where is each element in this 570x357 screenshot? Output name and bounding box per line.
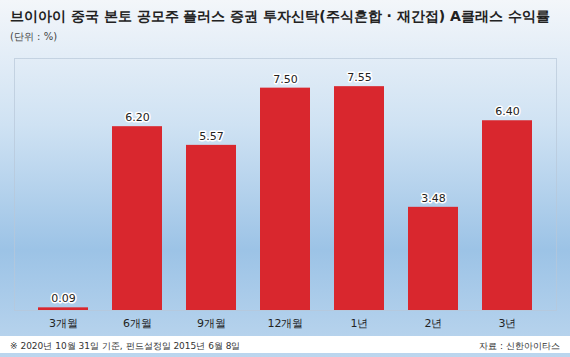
svg-text:3년: 3년 bbox=[499, 317, 517, 330]
svg-text:7.55: 7.55 bbox=[347, 71, 372, 84]
html-text:브이아이 중국 본토 공모주 플러스 증권 투자신탁(주식혼: 브이아이 중국 본토 공모주 플러스 증권 투자신탁(주식혼합 · 재간접) A… bbox=[10, 8, 550, 24]
svg-text:5.57: 5.57 bbox=[199, 130, 224, 143]
html-text:※ 2020년 10월 31일 기준, 펀드설정일 2015: ※ 2020년 10월 31일 기준, 펀드설정일 2015년 6월 8일 bbox=[10, 341, 241, 351]
svg-text:6.20: 6.20 bbox=[125, 111, 150, 124]
html-text:자료 : 신한아이타스: 자료 : 신한아이타스 bbox=[479, 341, 560, 351]
svg-text:6.40: 6.40 bbox=[495, 105, 520, 118]
svg-text:1년: 1년 bbox=[351, 317, 369, 330]
svg-text:3개월: 3개월 bbox=[49, 317, 78, 330]
svg-text:12개월: 12개월 bbox=[268, 317, 304, 330]
svg-text:6개월: 6개월 bbox=[123, 317, 152, 330]
svg-text:9개월: 9개월 bbox=[197, 317, 226, 330]
svg-text:0.09: 0.09 bbox=[51, 292, 76, 305]
svg-text:2년: 2년 bbox=[425, 317, 443, 330]
html-text:(단위 : %): (단위 : %) bbox=[10, 31, 57, 42]
svg-text:3.48: 3.48 bbox=[421, 192, 446, 205]
svg-text:7.50: 7.50 bbox=[273, 73, 298, 86]
